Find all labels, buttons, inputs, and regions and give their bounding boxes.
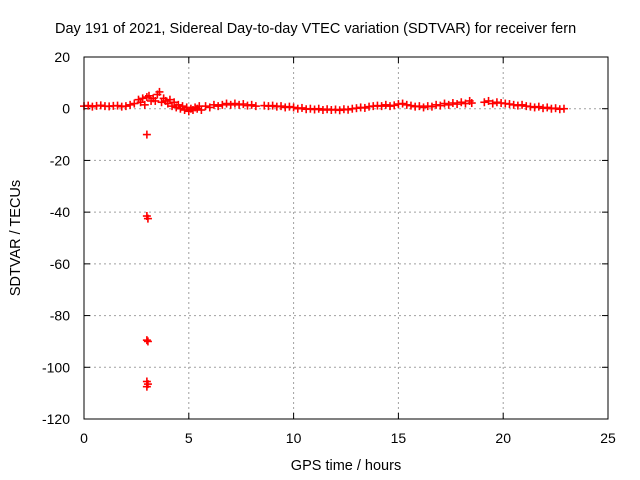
data-point — [467, 99, 476, 108]
y-tick-label: -100 — [42, 359, 70, 375]
data-point — [84, 101, 93, 110]
data-point — [155, 87, 164, 96]
data-point — [314, 104, 323, 113]
data-point — [226, 100, 235, 109]
x-tick-label: 15 — [391, 430, 407, 446]
y-tick-label: -80 — [50, 308, 70, 324]
data-point — [484, 96, 493, 105]
data-point — [297, 103, 306, 112]
data-point — [126, 100, 135, 109]
data-point — [121, 102, 130, 111]
data-point — [143, 214, 152, 223]
data-point — [251, 102, 260, 111]
data-point — [142, 130, 151, 139]
data-point — [140, 100, 149, 109]
x-tick-label: 25 — [600, 430, 616, 446]
x-tick-label: 10 — [286, 430, 302, 446]
data-point — [398, 99, 407, 108]
y-tick-labels: 20 0 -20 -40 -60 -80 -100 -120 — [42, 49, 70, 427]
data-point — [239, 100, 248, 109]
data-point — [448, 99, 457, 108]
data-point — [170, 98, 179, 107]
chart-title: Day 191 of 2021, Sidereal Day-to-day VTE… — [55, 21, 576, 37]
axis-ticks — [83, 56, 609, 420]
plot-frame — [83, 56, 609, 420]
data-point — [197, 106, 206, 115]
y-tick-label: 20 — [54, 49, 70, 65]
data-point — [222, 99, 231, 108]
data-point — [268, 101, 277, 110]
data-point — [143, 337, 152, 346]
data-point — [247, 100, 256, 109]
data-point — [436, 101, 445, 110]
data-point — [113, 101, 122, 110]
y-tick-label: -20 — [50, 152, 70, 168]
y-tick-label: 0 — [62, 101, 70, 117]
x-tick-label: 0 — [80, 430, 88, 446]
data-point — [277, 102, 286, 111]
data-point — [453, 100, 462, 109]
data-point — [289, 103, 298, 112]
y-tick-label: -120 — [42, 411, 70, 427]
y-tick-label: -40 — [50, 204, 70, 220]
data-point — [427, 102, 436, 111]
x-tick-labels: 0 5 10 15 20 25 — [80, 430, 616, 446]
data-points — [80, 87, 568, 391]
data-point — [201, 102, 210, 111]
x-tick-label: 5 — [185, 430, 193, 446]
data-point — [444, 100, 453, 109]
data-point — [390, 101, 399, 110]
data-point — [440, 99, 449, 108]
y-axis-label: SDTVAR / TECUs — [8, 180, 24, 296]
data-point — [142, 336, 151, 345]
grid-lines — [84, 57, 608, 419]
data-point — [480, 98, 489, 107]
data-point — [551, 104, 560, 113]
data-point — [138, 94, 147, 103]
data-point — [518, 100, 527, 109]
data-point — [488, 99, 497, 108]
data-point — [230, 99, 239, 108]
data-point — [165, 95, 174, 104]
data-point — [457, 98, 466, 107]
x-axis-label: GPS time / hours — [291, 458, 401, 474]
data-point — [559, 104, 568, 113]
data-point — [218, 100, 227, 109]
data-point — [130, 99, 139, 108]
data-point — [344, 105, 353, 114]
data-point — [335, 106, 344, 115]
data-point — [151, 96, 160, 105]
data-point — [360, 103, 369, 112]
y-tick-label: -60 — [50, 256, 70, 272]
data-point — [419, 103, 428, 112]
data-point — [543, 103, 552, 112]
data-point — [142, 382, 151, 391]
data-point — [144, 91, 153, 100]
x-tick-label: 20 — [495, 430, 511, 446]
data-point — [205, 103, 214, 112]
data-point — [381, 100, 390, 109]
data-point — [406, 101, 415, 110]
data-point — [214, 102, 223, 111]
data-point — [415, 102, 424, 111]
data-point — [377, 102, 386, 111]
data-point — [534, 102, 543, 111]
data-point — [209, 100, 218, 109]
